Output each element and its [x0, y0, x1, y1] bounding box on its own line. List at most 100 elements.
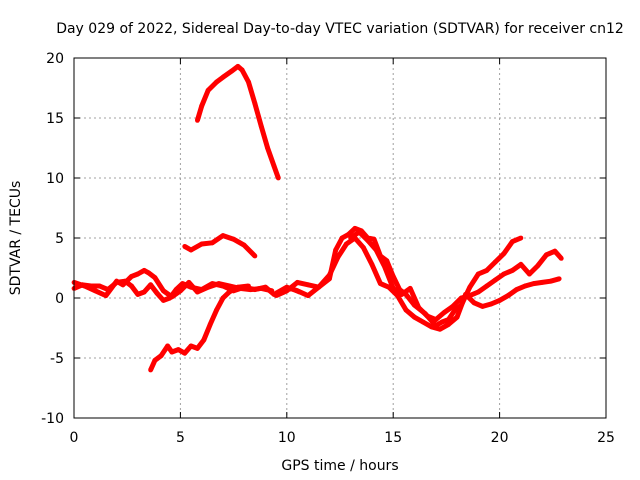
data-point	[458, 295, 464, 301]
data-point	[378, 281, 383, 286]
data-point	[510, 268, 515, 273]
data-point	[141, 268, 147, 273]
data-point	[384, 258, 390, 264]
data-point	[412, 314, 417, 320]
data-point	[531, 281, 536, 286]
x-tick-label: 10	[278, 430, 296, 446]
data-point	[544, 252, 549, 258]
data-point	[344, 241, 349, 247]
data-point	[216, 281, 222, 286]
data-point	[248, 287, 254, 292]
data-point	[186, 280, 192, 285]
y-tick-label: -5	[50, 351, 64, 367]
data-point	[195, 346, 200, 351]
data-point	[556, 276, 562, 282]
data-point	[429, 324, 434, 330]
data-point	[146, 270, 151, 276]
data-point	[258, 286, 264, 291]
data-point	[356, 229, 362, 235]
data-point	[205, 284, 211, 290]
data-point	[390, 286, 396, 291]
data-point	[327, 272, 332, 278]
data-point	[305, 293, 311, 298]
data-point	[241, 242, 247, 248]
data-point	[420, 319, 426, 325]
data-point	[152, 275, 158, 280]
data-point	[273, 290, 279, 296]
data-point	[161, 298, 166, 303]
data-point	[424, 313, 430, 319]
data-point	[365, 238, 371, 243]
data-point	[539, 280, 545, 285]
data-point	[518, 262, 524, 267]
data-point	[209, 240, 215, 246]
data-point	[199, 241, 205, 247]
data-point	[246, 79, 251, 85]
data-point	[437, 326, 443, 332]
data-point	[439, 319, 445, 325]
series-line-track-f	[275, 225, 522, 329]
data-point	[135, 271, 141, 277]
data-point	[129, 283, 134, 289]
data-point	[441, 310, 447, 315]
data-point	[399, 292, 405, 297]
y-axis-title: SDTVAR / TECUs	[8, 181, 24, 296]
x-tick-label: 25	[597, 430, 615, 446]
data-point	[352, 226, 358, 231]
data-point	[371, 236, 377, 242]
data-point	[373, 247, 379, 253]
data-point	[295, 288, 300, 294]
data-point	[207, 322, 213, 327]
x-tick-label: 5	[176, 430, 185, 446]
data-point	[484, 268, 490, 273]
data-point	[552, 248, 558, 254]
data-point	[195, 118, 200, 123]
data-point	[205, 88, 211, 93]
data-point	[169, 294, 175, 300]
data-point	[82, 283, 87, 289]
data-point	[182, 350, 188, 356]
data-point	[467, 293, 473, 298]
data-point	[522, 283, 528, 289]
data-point	[480, 304, 485, 309]
x-tick-label: 20	[491, 430, 509, 446]
data-point	[433, 317, 439, 322]
series-line-track-c	[148, 283, 249, 372]
data-point	[492, 259, 498, 265]
data-point	[199, 103, 205, 109]
data-point	[416, 305, 422, 310]
y-tick-label: 0	[55, 291, 64, 307]
data-point	[335, 254, 341, 260]
data-point	[237, 286, 243, 291]
data-point	[369, 262, 375, 267]
data-point	[214, 307, 220, 313]
data-point	[120, 282, 126, 288]
data-point	[548, 278, 554, 284]
data-point	[235, 64, 241, 69]
data-point	[305, 282, 311, 288]
data-point	[214, 79, 220, 85]
data-point	[407, 286, 413, 291]
data-point	[269, 288, 275, 294]
data-point	[316, 284, 322, 290]
data-point	[239, 67, 245, 73]
data-point	[226, 283, 232, 289]
data-point	[135, 292, 141, 297]
data-point	[129, 274, 134, 279]
data-point	[484, 283, 490, 289]
data-point	[505, 293, 511, 298]
y-tick-label: -10	[41, 411, 64, 427]
data-point	[152, 358, 158, 363]
data-point	[220, 295, 226, 301]
data-point	[446, 322, 451, 327]
y-tick-label: 15	[46, 111, 64, 127]
data-point	[275, 175, 281, 181]
data-point	[188, 247, 194, 253]
data-point	[510, 239, 515, 245]
data-point	[467, 284, 473, 290]
data-point	[103, 293, 109, 298]
data-point	[220, 233, 226, 239]
data-point	[178, 288, 183, 294]
data-point	[229, 68, 234, 74]
